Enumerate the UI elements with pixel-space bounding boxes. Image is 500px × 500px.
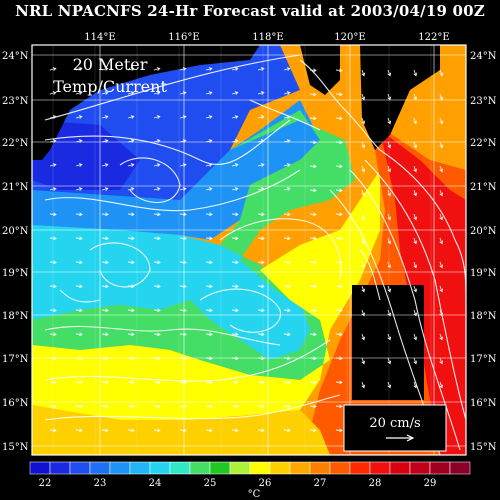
latitude-labels-left: 24°N 23°N 22°N 21°N 20°N 19°N 18°N 17°N 16°N 15°N [2,51,29,453]
panel-label-line2: Temp/Current [53,77,167,96]
colorbar-swatch [349,461,371,475]
latitude-label: 17°N [2,354,29,365]
latitude-label: 22°N [470,138,497,149]
latitude-label: 21°N [2,182,29,193]
longitude-label: 122°E [418,32,449,43]
colorbar-swatch [129,461,151,475]
graticule [32,45,466,455]
latitude-label: 21°N [470,182,497,193]
sst-mid-region [32,225,310,360]
latitude-label: 24°N [470,51,497,62]
latitude-label: 22°N [2,138,29,149]
longitude-label: 116°E [168,32,199,43]
latitude-label: 15°N [2,442,29,453]
colorbar-swatch [189,461,211,475]
latitude-label: 20°N [2,226,29,237]
colorbar-swatch [209,461,231,475]
latitude-label: 17°N [470,354,497,365]
colorbar-swatch [429,461,451,475]
colorbar-swatch [269,461,291,475]
colorbar-swatch [29,461,51,475]
colorbar-swatch [149,461,171,475]
scale-arrow-icon [386,434,415,442]
colorbar-swatch [449,461,471,475]
latitude-label: 18°N [2,311,29,322]
latitude-label: 20°N [470,226,497,237]
latitude-label: 16°N [2,398,29,409]
colorbar-swatch [109,461,131,475]
latitude-label: 19°N [2,268,29,279]
colorbar-swatch [369,461,391,475]
land-coast [300,45,340,95]
latitude-labels-right: 24°N 23°N 22°N 21°N 20°N 19°N 18°N 17°N 16°N 15°N [470,51,497,453]
sst-eddy-cold [32,120,140,190]
sst-front [32,110,355,380]
latitude-label: 19°N [470,268,497,279]
longitude-label: 118°E [252,32,283,43]
sst-warm-region [32,170,380,420]
colorbar-tick: 27 [314,478,327,489]
current-vectors [44,54,467,456]
longitude-label: 120°E [334,32,365,43]
colorbar-swatch [389,461,411,475]
colorbar-swatch [409,461,431,475]
land-china [32,45,260,160]
panel-label-line1: 20 Meter [73,55,148,74]
latitude-label: 23°N [2,96,29,107]
temperature-colorbar [29,461,471,475]
longitude-labels: 114°E 116°E 118°E 120°E 122°E [84,32,449,43]
colorbar-swatch [289,461,311,475]
colorbar-tick: 26 [259,478,272,489]
land-luzon [352,285,424,400]
colorbar-swatch [229,461,251,475]
colorbar-tick: 22 [39,478,52,489]
land-taiwan [360,45,440,150]
colorbar-swatch [309,461,331,475]
scale-vector-box [343,404,447,452]
colorbar-swatch [249,461,271,475]
latitude-label: 15°N [470,442,497,453]
scale-vector-label: 20 cm/s [369,416,420,431]
latitude-label: 16°N [470,398,497,409]
colorbar-tick: 29 [424,478,437,489]
map-frame [31,44,467,456]
colorbar-swatch [49,461,71,475]
latitude-label: 24°N [2,51,29,62]
sst-cool-region [32,100,320,240]
colorbar-tick: 23 [94,478,107,489]
colorbar-tick-labels: 22 23 24 25 26 27 28 29 [39,478,437,489]
longitude-label: 114°E [84,32,115,43]
colorbar-swatch [89,461,111,475]
colorbar-unit: °C [248,489,261,500]
colorbar-swatch [169,461,191,475]
colorbar-swatch [69,461,91,475]
colorbar-tick: 24 [149,478,162,489]
latitude-label: 18°N [470,311,497,322]
map-title: NRL NPACNFS 24-Hr Forecast valid at 2003… [15,2,485,20]
latitude-label: 23°N [470,96,497,107]
colorbar-swatch [329,461,351,475]
colorbar-tick: 28 [369,478,382,489]
colorbar-tick: 25 [204,478,217,489]
